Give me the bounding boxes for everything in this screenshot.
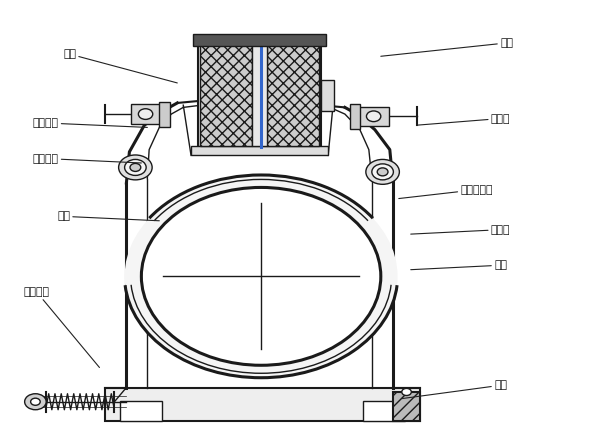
Bar [350,104,361,129]
Circle shape [125,159,146,175]
Text: 安装板: 安装板 [417,114,510,125]
Text: 出绳弹簧: 出绳弹簧 [23,287,100,368]
Circle shape [25,394,46,410]
Bar [363,401,405,421]
Bar [193,34,326,46]
Bar [252,44,267,146]
Bar [267,44,319,146]
Circle shape [139,109,153,120]
Circle shape [31,398,40,405]
Circle shape [366,159,400,184]
Bar [393,392,420,421]
Text: 圆盖: 圆盖 [381,38,513,56]
Bar [198,43,321,148]
Bar [159,102,170,127]
Circle shape [125,175,398,378]
Bar [121,401,163,421]
Bar [131,104,161,124]
Bar [321,79,334,111]
Circle shape [377,168,388,176]
Text: 垫母: 垫母 [402,380,507,399]
Text: 销板: 销板 [411,260,507,270]
Bar [191,146,328,155]
Text: 中心静体: 中心静体 [32,153,142,164]
Text: 闸体: 闸体 [57,211,160,221]
Circle shape [130,163,141,171]
Circle shape [119,155,152,180]
Circle shape [142,187,381,365]
Circle shape [367,111,381,122]
Bar [200,44,252,146]
Text: 制动板: 制动板 [411,225,510,235]
Bar [106,388,420,421]
Circle shape [372,164,394,180]
Bar [359,107,389,126]
Text: 制动弹簧板: 制动弹簧板 [399,185,493,198]
Circle shape [402,388,412,396]
Text: 锁紧节距: 锁紧节距 [32,118,148,128]
Text: 芯封: 芯封 [63,49,177,83]
